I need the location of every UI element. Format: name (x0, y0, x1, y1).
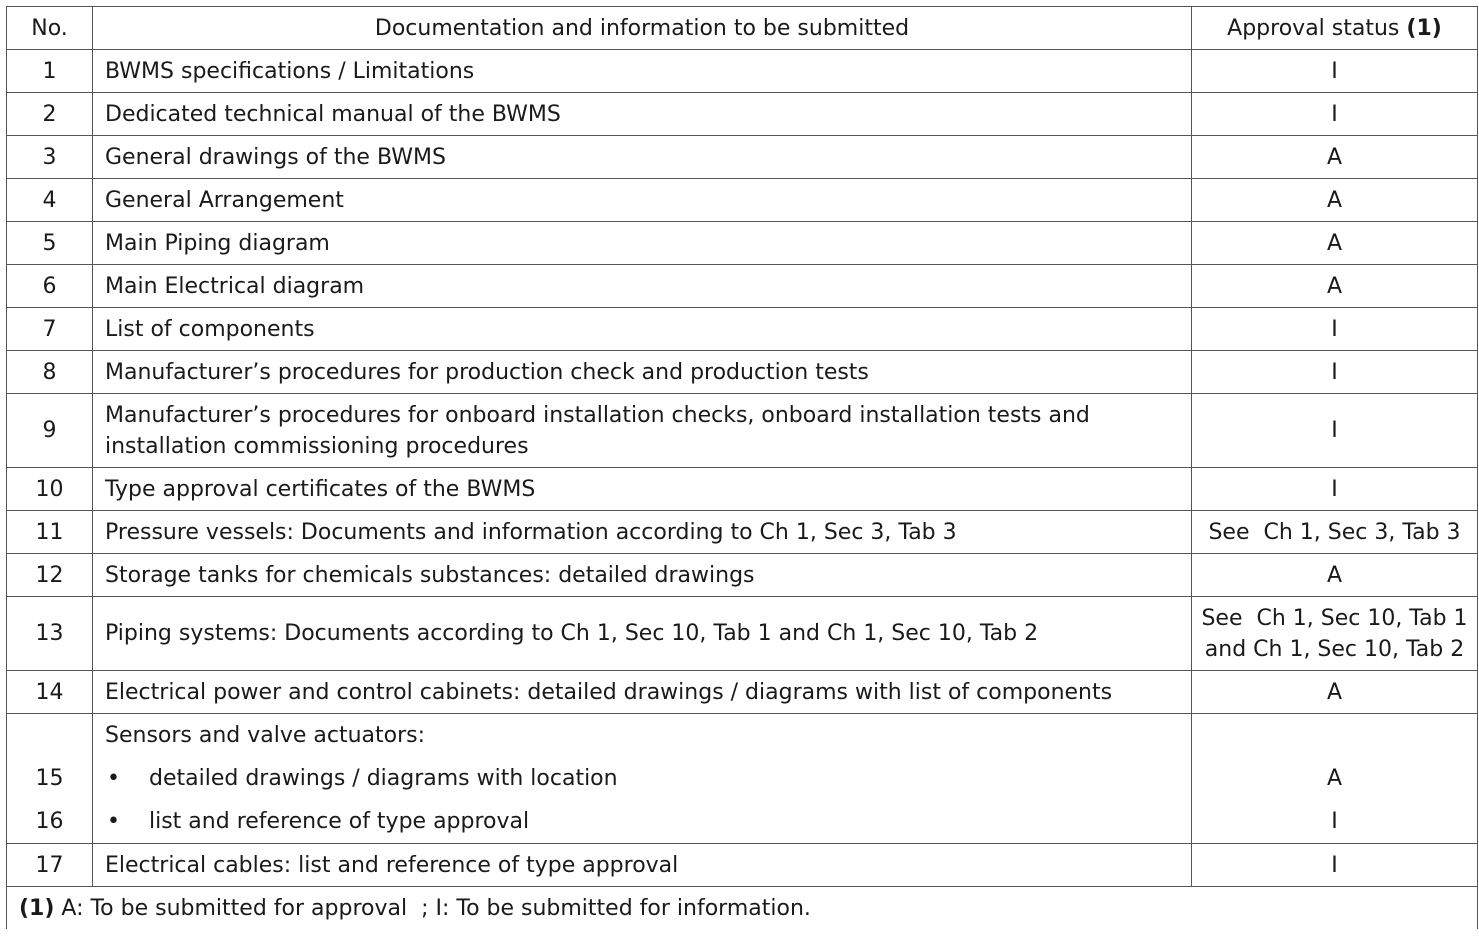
row-status: I (1331, 809, 1338, 834)
row-status: I (1191, 49, 1478, 93)
row-document-group: Sensors and valve actuators: • detailed d… (92, 713, 1192, 844)
row-document: Type approval certificates of the BWMS (92, 467, 1192, 511)
table-row: 8 Manufacturer’s procedures for producti… (6, 350, 1478, 394)
table-row: 3 General drawings of the BWMS A (6, 135, 1478, 179)
bullet-icon: • (107, 766, 120, 791)
row-status: A (1191, 135, 1478, 179)
row-status: I (1191, 393, 1478, 468)
row-status: A (1326, 766, 1343, 791)
row-number: 5 (6, 221, 93, 265)
documentation-table: No. Documentation and information to be … (6, 6, 1478, 929)
row-status: I (1191, 843, 1478, 887)
row-document: General Arrangement (92, 178, 1192, 222)
table-row: 14 Electrical power and control cabinets… (6, 670, 1478, 714)
row-document: Electrical power and control cabinets: d… (92, 670, 1192, 714)
row-document: Main Piping diagram (92, 221, 1192, 265)
row-document: Storage tanks for chemicals substances: … (92, 553, 1192, 597)
row-status: See Ch 1, Sec 3, Tab 3 (1191, 510, 1478, 554)
row-number: 17 (6, 843, 93, 887)
row-number: 14 (6, 670, 93, 714)
footnote: (1) A: To be submitted for approval ; I:… (6, 886, 1478, 929)
row-status: See Ch 1, Sec 10, Tab 1 and Ch 1, Sec 10… (1191, 596, 1478, 671)
row-status: I (1191, 467, 1478, 511)
table-header-row: No. Documentation and information to be … (6, 6, 1478, 50)
row-number-group: 15 16 (6, 713, 93, 844)
footnote-text: A: To be submitted for approval ; I: To … (54, 895, 811, 921)
row-number: 11 (6, 510, 93, 554)
row-number: 9 (6, 393, 93, 468)
table-row: 4 General Arrangement A (6, 178, 1478, 222)
table-row: 17 Electrical cables: list and reference… (6, 843, 1478, 887)
header-no: No. (6, 6, 93, 50)
row-document: Piping systems: Documents according to C… (92, 596, 1192, 671)
table-row: 13 Piping systems: Documents according t… (6, 596, 1478, 671)
row-document: Dedicated technical manual of the BWMS (92, 92, 1192, 136)
row-status: I (1191, 350, 1478, 394)
row-number: 3 (6, 135, 93, 179)
header-status-note: (1) (1406, 15, 1442, 41)
row-document-line: installation commissioning procedures (105, 433, 529, 459)
row-status-line: and Ch 1, Sec 10, Tab 2 (1204, 636, 1465, 662)
row-number: 15 (35, 766, 64, 791)
row-number: 13 (6, 596, 93, 671)
row-document: Manufacturer’s procedures for onboard in… (92, 393, 1192, 468)
row-status: A (1191, 221, 1478, 265)
row-status: I (1191, 92, 1478, 136)
row-number: 1 (6, 49, 93, 93)
footnote-row: (1) A: To be submitted for approval ; I:… (6, 886, 1478, 929)
row-document: Manufacturer’s procedures for production… (92, 350, 1192, 394)
bullet-text: list and reference of type approval (149, 809, 530, 834)
row-document-line: Manufacturer’s procedures for onboard in… (105, 402, 1090, 428)
table-row: 1 BWMS specifications / Limitations I (6, 49, 1478, 93)
header-status-label: Approval status (1227, 15, 1400, 41)
row-document: Pressure vessels: Documents and informat… (92, 510, 1192, 554)
footnote-marker: (1) (19, 895, 55, 921)
header-documentation: Documentation and information to be subm… (92, 6, 1192, 50)
row-document: Electrical cables: list and reference of… (92, 843, 1192, 887)
row-status-line: See Ch 1, Sec 10, Tab 1 (1201, 605, 1468, 631)
row-status-group: A I (1191, 713, 1478, 844)
table-row: 11 Pressure vessels: Documents and infor… (6, 510, 1478, 554)
table-row: 9 Manufacturer’s procedures for onboard … (6, 393, 1478, 468)
row-document: General drawings of the BWMS (92, 135, 1192, 179)
group-heading: Sensors and valve actuators: (105, 723, 426, 748)
row-number: 6 (6, 264, 93, 308)
bullet-icon: • (107, 809, 120, 834)
row-number: 16 (35, 809, 64, 834)
table-row: 5 Main Piping diagram A (6, 221, 1478, 265)
table-row-group: 15 16 Sensors and valve actuators: • deta… (6, 713, 1478, 844)
bullet-item: • detailed drawings / diagrams with locat… (105, 757, 1191, 800)
row-status: A (1191, 670, 1478, 714)
table-row: 6 Main Electrical diagram A (6, 264, 1478, 308)
row-number: 10 (6, 467, 93, 511)
row-document: List of components (92, 307, 1192, 351)
row-status: A (1191, 178, 1478, 222)
bullet-text: detailed drawings / diagrams with locati… (149, 766, 618, 791)
row-number: 2 (6, 92, 93, 136)
table-row: 12 Storage tanks for chemicals substance… (6, 553, 1478, 597)
row-number: 12 (6, 553, 93, 597)
row-number: 8 (6, 350, 93, 394)
row-status: I (1191, 307, 1478, 351)
bullet-item: • list and reference of type approval (105, 800, 1191, 843)
row-document: Main Electrical diagram (92, 264, 1192, 308)
table-row: 7 List of components I (6, 307, 1478, 351)
row-number: 7 (6, 307, 93, 351)
header-approval-status: Approval status (1) (1191, 6, 1478, 50)
row-number: 4 (6, 178, 93, 222)
table-row: 2 Dedicated technical manual of the BWMS… (6, 92, 1478, 136)
table-row: 10 Type approval certificates of the BWM… (6, 467, 1478, 511)
row-document: BWMS specifications / Limitations (92, 49, 1192, 93)
row-status: A (1191, 264, 1478, 308)
row-status: A (1191, 553, 1478, 597)
